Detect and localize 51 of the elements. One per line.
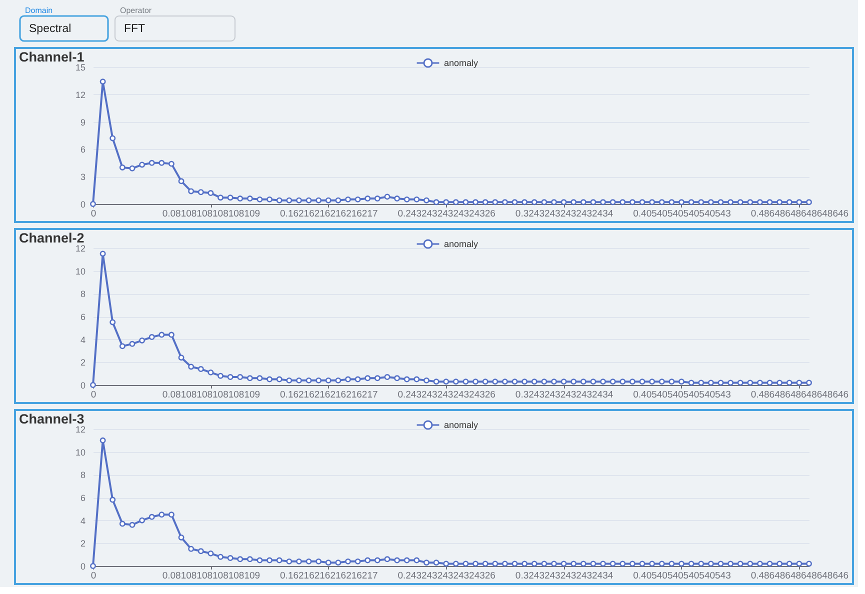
x-tick-label: 0.08108108108108109	[162, 570, 260, 582]
x-tick-label: 0.48648648648648646	[750, 390, 849, 400]
x-tick-label: 0.32432432432432434	[515, 390, 614, 400]
y-tick-label: 12	[75, 90, 86, 100]
y-tick-label: 10	[75, 447, 86, 458]
x-tick-label: 0.48648648648648646	[750, 208, 849, 220]
x-tick-label: 0.48648648648648646	[750, 570, 849, 582]
x-tick-label: 0	[90, 208, 96, 220]
y-tick-label: 12	[75, 244, 86, 254]
y-tick-label: 2	[80, 538, 86, 549]
y-tick-label: 8	[80, 289, 86, 300]
y-tick-label: 2	[80, 358, 86, 368]
chart-title: Channel-3	[19, 412, 85, 426]
y-tick-label: 12	[75, 424, 86, 434]
text: FFT	[124, 23, 146, 35]
y-tick-label: 3	[80, 172, 86, 182]
text: Domain	[25, 6, 53, 15]
y-tick-label: 0	[80, 562, 86, 572]
y-tick-label: 10	[75, 266, 86, 276]
text: Spectral	[29, 23, 72, 35]
x-tick-label: 0	[90, 390, 96, 400]
y-tick-label: 6	[80, 312, 86, 322]
y-tick-label: 15	[75, 62, 86, 72]
x-tick-label: 0.24324324324324326	[398, 570, 496, 582]
y-tick-label: 4	[80, 516, 86, 526]
x-tick-label: 0.08108108108108109	[162, 208, 260, 220]
legend-label: anomaly	[444, 420, 479, 430]
x-tick-label: 0.08108108108108109	[162, 390, 260, 400]
legend-label: anomaly	[444, 239, 479, 249]
x-tick-label: 0.16216216216216217	[280, 390, 378, 400]
y-tick-label: 9	[80, 117, 86, 128]
y-tick-label: 6	[80, 493, 86, 503]
legend-label: anomaly	[444, 58, 479, 68]
y-tick-label: 6	[80, 144, 86, 155]
x-tick-label: 0.32432432432432434	[515, 208, 614, 220]
x-tick-label: 0.24324324324324326	[398, 208, 496, 220]
x-tick-label: 0	[90, 570, 96, 582]
y-tick-label: 0	[80, 200, 86, 210]
x-tick-label: 0.24324324324324326	[398, 390, 496, 400]
chart-title: Channel-1	[19, 50, 85, 64]
x-tick-label: 0.32432432432432434	[515, 570, 614, 582]
y-tick-label: 8	[80, 470, 86, 480]
x-tick-label: 0.16216216216216217	[280, 208, 378, 220]
chart-title: Channel-2	[19, 230, 84, 246]
x-tick-label: 0.40540540540540543	[633, 390, 731, 400]
x-tick-label: 0.40540540540540543	[633, 208, 731, 220]
x-tick-label: 0.16216216216216217	[280, 570, 378, 582]
y-tick-label: 4	[80, 334, 86, 345]
text: Operator	[120, 6, 152, 15]
y-tick-label: 0	[80, 380, 86, 390]
x-tick-label: 0.40540540540540543	[633, 570, 731, 582]
